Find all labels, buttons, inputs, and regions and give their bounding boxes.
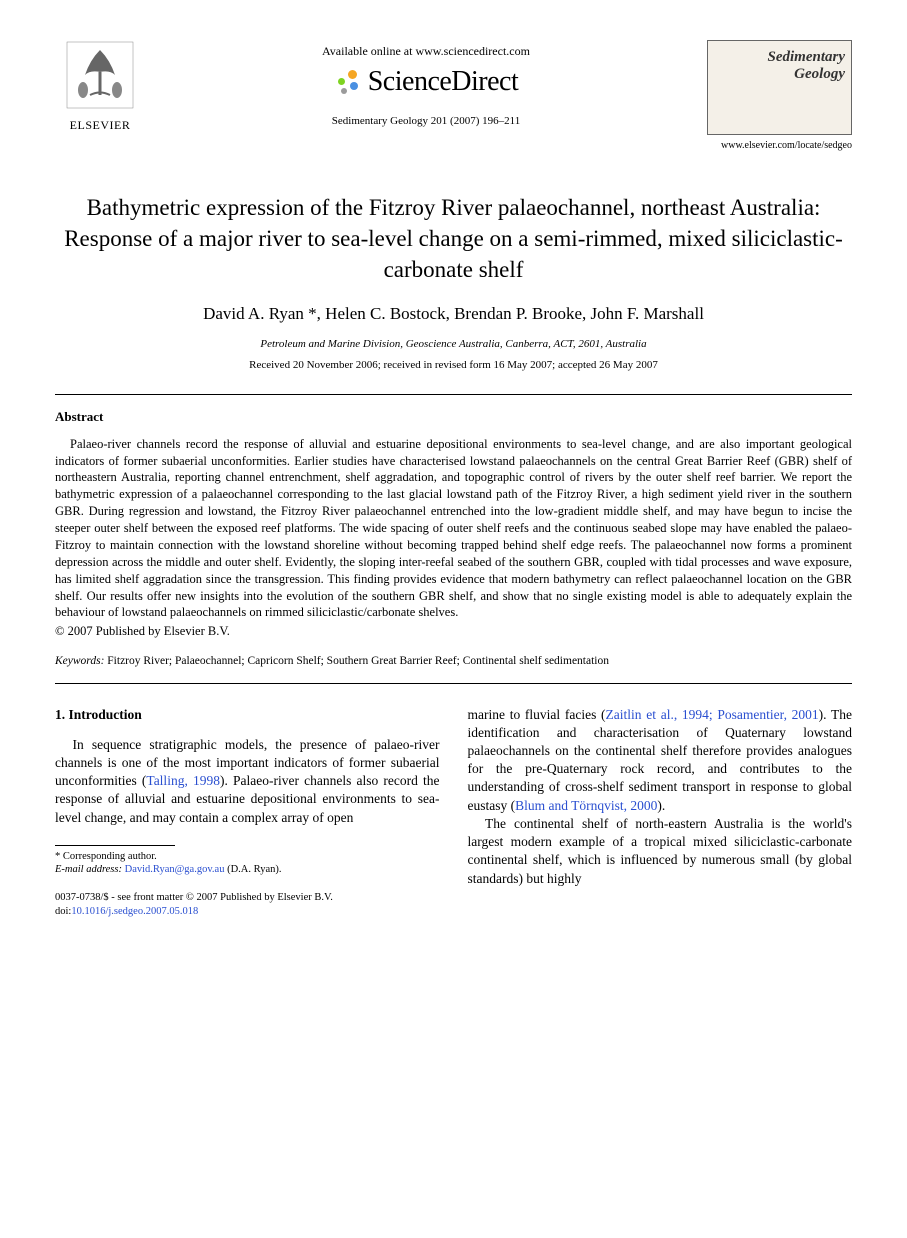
abstract-section: Abstract Palaeo-river channels record th… bbox=[55, 409, 852, 669]
section-title: Introduction bbox=[69, 707, 142, 722]
keywords-line: Keywords: Fitzroy River; Palaeochannel; … bbox=[55, 654, 852, 669]
publisher-name: ELSEVIER bbox=[55, 118, 145, 134]
sciencedirect-text: ScienceDirect bbox=[368, 64, 519, 100]
publisher-block: ELSEVIER bbox=[55, 40, 145, 134]
corresponding-author-footnote: * Corresponding author. E-mail address: … bbox=[55, 850, 440, 877]
citation-link[interactable]: Blum and Törnqvist, 2000 bbox=[515, 798, 657, 813]
para-text: ). bbox=[657, 798, 665, 813]
article-dates: Received 20 November 2006; received in r… bbox=[55, 358, 852, 372]
article-page: ELSEVIER Available online at www.science… bbox=[0, 0, 907, 948]
intro-para-right-2: The continental shelf of north-eastern A… bbox=[468, 815, 853, 888]
journal-block: Sedimentary Geology www.elsevier.com/loc… bbox=[707, 40, 852, 152]
citation-link[interactable]: Talling, 1998 bbox=[146, 773, 220, 788]
keywords-text: Fitzroy River; Palaeochannel; Capricorn … bbox=[104, 655, 609, 667]
section-number: 1. bbox=[55, 707, 65, 722]
abstract-text: Palaeo-river channels record the respons… bbox=[55, 436, 852, 622]
email-link[interactable]: David.Ryan@ga.gov.au bbox=[125, 864, 225, 875]
email-attribution: (D.A. Ryan). bbox=[224, 864, 281, 875]
doi-label: doi: bbox=[55, 906, 71, 917]
intro-para-left: In sequence stratigraphic models, the pr… bbox=[55, 736, 440, 827]
email-label: E-mail address: bbox=[55, 864, 122, 875]
doi-line: doi:10.1016/j.sedgeo.2007.05.018 bbox=[55, 905, 440, 919]
title-block: Bathymetric expression of the Fitzroy Ri… bbox=[55, 192, 852, 372]
sciencedirect-dots-icon bbox=[334, 68, 362, 96]
divider-bottom bbox=[55, 683, 852, 684]
abstract-copyright: © 2007 Published by Elsevier B.V. bbox=[55, 623, 852, 639]
affiliation: Petroleum and Marine Division, Geoscienc… bbox=[55, 337, 852, 351]
sciencedirect-logo[interactable]: ScienceDirect bbox=[145, 64, 707, 100]
body-columns: 1. Introduction In sequence stratigraphi… bbox=[55, 706, 852, 919]
elsevier-tree-logo bbox=[65, 40, 135, 110]
left-column: 1. Introduction In sequence stratigraphi… bbox=[55, 706, 440, 919]
para-text: marine to fluvial facies ( bbox=[468, 707, 606, 722]
available-online-text: Available online at www.sciencedirect.co… bbox=[145, 44, 707, 60]
page-header: ELSEVIER Available online at www.science… bbox=[55, 40, 852, 152]
keywords-label: Keywords: bbox=[55, 655, 104, 667]
corr-author-label: * Corresponding author. bbox=[55, 850, 440, 864]
citation-line: Sedimentary Geology 201 (2007) 196–211 bbox=[145, 114, 707, 128]
authors-line: David A. Ryan *, Helen C. Bostock, Brend… bbox=[55, 303, 852, 325]
journal-cover-thumbnail: Sedimentary Geology bbox=[707, 40, 852, 135]
divider-top bbox=[55, 394, 852, 395]
email-line: E-mail address: David.Ryan@ga.gov.au (D.… bbox=[55, 863, 440, 877]
section-heading: 1. Introduction bbox=[55, 706, 440, 724]
journal-name-line2: Geology bbox=[714, 66, 845, 83]
footer-info: 0037-0738/$ - see front matter © 2007 Pu… bbox=[55, 891, 440, 918]
right-column: marine to fluvial facies (Zaitlin et al.… bbox=[468, 706, 853, 919]
journal-name-line1: Sedimentary bbox=[714, 49, 845, 66]
article-title: Bathymetric expression of the Fitzroy Ri… bbox=[55, 192, 852, 285]
issn-line: 0037-0738/$ - see front matter © 2007 Pu… bbox=[55, 891, 440, 905]
journal-url[interactable]: www.elsevier.com/locate/sedgeo bbox=[707, 139, 852, 152]
abstract-heading: Abstract bbox=[55, 409, 852, 426]
citation-link[interactable]: Zaitlin et al., 1994; Posamentier, 2001 bbox=[606, 707, 819, 722]
footnote-rule bbox=[55, 845, 175, 846]
doi-link[interactable]: 10.1016/j.sedgeo.2007.05.018 bbox=[71, 906, 198, 917]
intro-para-right-1: marine to fluvial facies (Zaitlin et al.… bbox=[468, 706, 853, 815]
center-header: Available online at www.sciencedirect.co… bbox=[145, 40, 707, 128]
